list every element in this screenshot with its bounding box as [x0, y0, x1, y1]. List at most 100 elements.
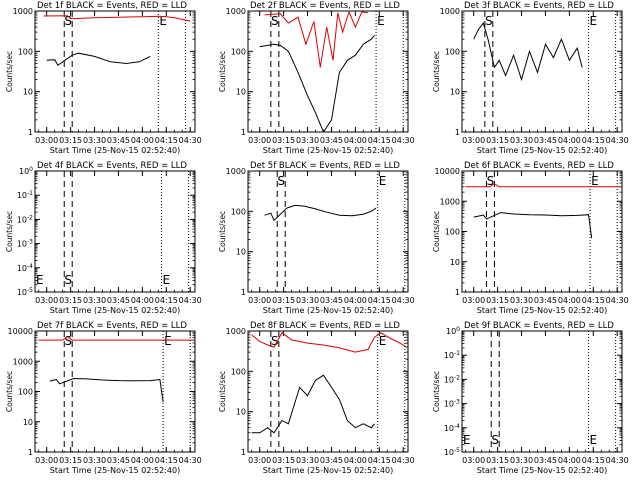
lld-series-line	[465, 183, 621, 188]
x-tick-label: 03:30	[296, 136, 319, 145]
panel-title: Det 5f BLACK = Events, RED = LLD	[250, 161, 400, 171]
y-axis-label: Counts/sec	[432, 51, 441, 92]
y-tick-label: 1000	[13, 7, 33, 16]
y-tick-label: 10	[23, 88, 33, 97]
end-marker-label: E	[379, 174, 387, 188]
x-tick-label: 03:00	[462, 136, 485, 145]
x-tick-label: 03:15	[59, 296, 82, 305]
panel-title: Det 2f BLACK = Events, RED = LLD	[250, 1, 400, 11]
x-tick-label: 04:00	[131, 136, 154, 145]
x-tick-label: 04:30	[606, 296, 629, 305]
y-tick-label: 1	[241, 128, 246, 137]
end-marker-label: E	[36, 273, 44, 287]
y-tick-label: 10	[236, 88, 246, 97]
y-tick-label: 100	[231, 47, 246, 56]
x-tick-label: 04:00	[344, 136, 367, 145]
x-tick-label: 04:15	[155, 296, 178, 305]
x-tick-label: 03:00	[35, 136, 58, 145]
end-marker-label: E	[164, 334, 172, 348]
x-tick-label: 03:45	[320, 296, 343, 305]
y-tick-label: 10-3	[444, 399, 460, 409]
plot-frame	[247, 330, 409, 453]
x-tick-label: 04:30	[179, 456, 202, 465]
y-tick-label: 10-3	[17, 239, 33, 249]
panel-det-2f: Det 2f BLACK = Events, RED = LLD 1 10 100 10…	[218, 1, 415, 155]
plot-frame	[247, 10, 409, 133]
y-tick-label: 1	[455, 288, 460, 297]
x-axis-label: Start Time (25-Nov-15 02:52:40)	[50, 466, 180, 475]
x-tick-label: 03:30	[510, 136, 533, 145]
x-tick-label: 04:15	[155, 456, 178, 465]
y-tick-label: 1	[455, 128, 460, 137]
x-tick-label: 04:30	[392, 456, 415, 465]
y-tick-label: 10-4	[17, 263, 33, 273]
y-axis-label: Counts/sec	[5, 371, 14, 412]
y-tick-label: 10-1	[444, 350, 460, 360]
start-marker-label: S	[64, 334, 72, 348]
end-marker-label: E	[379, 334, 387, 348]
events-series-line	[49, 377, 164, 403]
x-tick-label: 03:00	[248, 456, 271, 465]
plot-frame	[247, 170, 409, 293]
y-axis-label: Counts/sec	[5, 51, 14, 92]
x-tick-label: 04:30	[392, 136, 415, 145]
panel-title: Det 3f BLACK = Events, RED = LLD	[464, 1, 614, 11]
lld-series-line	[251, 332, 407, 353]
panel-title: Det 6f BLACK = Events, RED = LLD	[464, 161, 614, 171]
x-tick-label: 03:30	[296, 456, 319, 465]
panel-det-9f: Det 9f BLACK = Events, RED = LLD 10-5 10-4…	[432, 321, 629, 475]
x-tick-label: 03:30	[83, 296, 106, 305]
y-axis-label: Counts/sec	[5, 211, 14, 252]
panel-det-3f: Det 3f BLACK = Events, RED = LLD 1 10 100 10…	[432, 1, 629, 155]
panel-title: Det 4f BLACK = Events, RED = LLD	[37, 161, 187, 171]
x-axis-label: Start Time (25-Nov-15 02:52:40)	[50, 306, 180, 315]
y-tick-label: 100	[446, 326, 460, 336]
x-tick-label: 04:00	[344, 296, 367, 305]
x-tick-label: 04:00	[131, 456, 154, 465]
plot-frame	[34, 170, 196, 293]
panel-det-1f: Det 1f BLACK = Events, RED = LLD 1 10 100 10…	[5, 1, 202, 155]
plot-frame	[34, 330, 196, 453]
end-marker-label: E	[590, 433, 598, 447]
x-tick-label: 03:45	[107, 136, 130, 145]
x-axis-label: Start Time (25-Nov-15 02:52:40)	[477, 466, 607, 475]
x-tick-label: 04:30	[606, 136, 629, 145]
end-marker-label: E	[590, 14, 598, 28]
panel-title: Det 7f BLACK = Events, RED = LLD	[37, 321, 187, 331]
start-marker-label: S	[271, 14, 279, 28]
x-tick-label: 03:30	[510, 456, 533, 465]
x-tick-label: 03:00	[462, 456, 485, 465]
events-series-line	[473, 22, 583, 82]
x-tick-label: 03:30	[83, 136, 106, 145]
y-axis-label: Counts/sec	[432, 211, 441, 252]
plot-frame	[34, 10, 196, 133]
y-tick-label: 10	[23, 418, 33, 427]
y-tick-label: 10-2	[17, 214, 33, 224]
x-tick-label: 04:30	[392, 296, 415, 305]
y-tick-label: 100	[231, 367, 246, 376]
x-tick-label: 04:15	[368, 136, 391, 145]
x-tick-label: 03:45	[107, 456, 130, 465]
x-tick-label: 03:45	[320, 136, 343, 145]
y-axis-label: Counts/sec	[218, 211, 227, 252]
start-marker-label: S	[485, 14, 493, 28]
panel-title: Det 8f BLACK = Events, RED = LLD	[250, 321, 400, 331]
x-tick-label: 03:15	[272, 456, 295, 465]
y-tick-label: 10-4	[444, 423, 460, 433]
x-tick-label: 03:15	[272, 136, 295, 145]
x-axis-label: Start Time (25-Nov-15 02:52:40)	[477, 306, 607, 315]
x-tick-label: 03:15	[272, 296, 295, 305]
x-tick-label: 04:00	[558, 296, 581, 305]
panel-det-6f: Det 6f BLACK = Events, RED = LLD 1 10 100 10…	[432, 161, 629, 315]
panel-det-7f: Det 7f BLACK = Events, RED = LLD 1 10 100 10…	[5, 321, 202, 475]
x-axis-label: Start Time (25-Nov-15 02:52:40)	[263, 146, 393, 155]
x-tick-label: 03:00	[35, 456, 58, 465]
x-tick-label: 04:15	[582, 296, 605, 305]
y-axis-label: Counts/sec	[218, 371, 227, 412]
x-tick-label: 03:30	[510, 296, 533, 305]
events-series-line	[251, 374, 375, 434]
y-tick-label: 1	[241, 448, 246, 457]
y-tick-label: 100	[18, 388, 33, 397]
y-tick-label: 10	[236, 248, 246, 257]
y-tick-label: 1000	[226, 7, 246, 16]
